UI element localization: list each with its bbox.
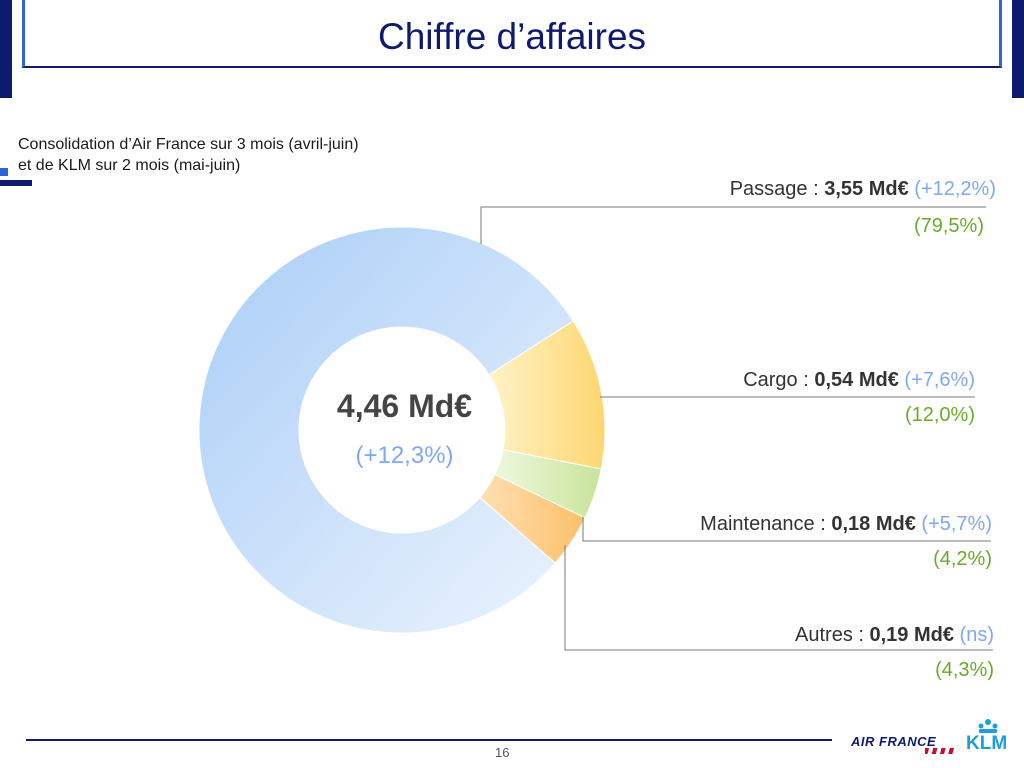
segment-share: (4,3%) xyxy=(935,659,994,681)
leader-passage xyxy=(480,206,986,244)
footer-line xyxy=(26,739,832,741)
segment-value: 3,55 Md€ xyxy=(824,178,909,200)
title-frame xyxy=(22,0,1002,68)
segment-value: 0,19 Md€ xyxy=(869,624,954,646)
klm-logo: KLM xyxy=(966,733,1008,754)
segment-name: Maintenance : xyxy=(700,513,832,535)
callout-leader-lines xyxy=(480,206,993,651)
page-number: 16 xyxy=(495,745,510,760)
segment-name: Cargo : xyxy=(743,369,815,391)
page-title: Chiffre d’affaires xyxy=(377,16,647,57)
segment-value: 0,18 Md€ xyxy=(831,513,916,535)
segment-name: Passage : xyxy=(729,178,825,200)
segment-label-autres: Autres : 0,19 Md€ (ns) (4,3%) xyxy=(795,624,994,682)
leader-autres xyxy=(564,545,993,651)
right-corner-bar xyxy=(1012,0,1024,98)
segment-growth: (+5,7%) xyxy=(921,513,992,535)
side-mark-square xyxy=(0,168,8,176)
total-value: 4,46 Md€ xyxy=(336,388,473,424)
leader-maintenance xyxy=(582,517,991,542)
segment-share: (12,0%) xyxy=(904,404,975,426)
segment-label-maintenance: Maintenance : 0,18 Md€ (+5,7%) (4,2%) xyxy=(700,513,992,571)
segment-name: Autres : xyxy=(795,624,870,646)
total-growth: (+12,3%) xyxy=(355,442,454,469)
segment-share: (4,2%) xyxy=(933,548,992,570)
segment-label-cargo: Cargo : 0,54 Md€ (+7,6%) (12,0%) xyxy=(743,369,975,427)
segment-growth: (+7,6%) xyxy=(904,369,975,391)
left-corner-bar xyxy=(0,0,12,98)
segment-growth: (ns) xyxy=(959,624,994,646)
air-france-logo: AIR FRANCE xyxy=(851,734,937,749)
segment-label-passage: Passage : 3,55 Md€ (+12,2%) (79,5%) xyxy=(730,178,996,238)
subtitle: Consolidation d’Air France sur 3 mois (a… xyxy=(18,134,359,176)
air-france-stripes xyxy=(925,748,955,754)
side-mark-bar xyxy=(0,180,32,186)
donut-slice-passage xyxy=(198,226,574,634)
subtitle-line-1: Consolidation d’Air France sur 3 mois (a… xyxy=(18,136,359,153)
segment-share: (79,5%) xyxy=(913,215,984,237)
donut-slices xyxy=(198,226,606,634)
segment-growth: (+12,2%) xyxy=(914,178,996,200)
segment-value: 0,54 Md€ xyxy=(814,369,899,391)
klm-crown-icon xyxy=(978,719,998,733)
subtitle-line-2: et de KLM sur 2 mois (mai-juin) xyxy=(18,157,241,174)
